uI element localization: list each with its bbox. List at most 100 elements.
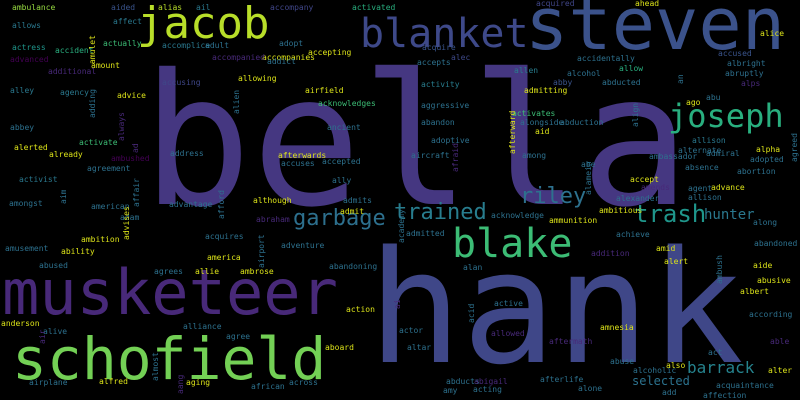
cloud-word: along — [753, 218, 778, 227]
cloud-word: amid — [656, 244, 676, 253]
cloud-word: already — [49, 150, 83, 159]
cloud-word: achieve — [616, 230, 650, 239]
cloud-word: abducts — [446, 377, 480, 386]
cloud-word: aboard — [325, 343, 354, 352]
cloud-word: ambition — [81, 235, 120, 244]
cloud-word: amusement — [5, 244, 49, 253]
cloud-word: afterlife — [540, 375, 584, 384]
cloud-word: acquired — [536, 0, 575, 8]
cloud-word: musketeer — [2, 256, 338, 329]
cloud-word: adopt — [279, 39, 304, 48]
cloud-word: according — [749, 310, 793, 319]
cloud-word: actor — [399, 326, 424, 335]
cloud-word: agreement — [87, 164, 131, 173]
cloud-word: allowing — [238, 74, 277, 83]
cloud-word: academy — [397, 209, 406, 243]
cloud-word: ail — [196, 3, 211, 12]
cloud-word: adventure — [281, 241, 325, 250]
cloud-word: adult — [205, 41, 230, 50]
cloud-word: alongside — [520, 118, 564, 127]
cloud-word: alpha — [756, 145, 781, 154]
cloud-word: able — [770, 337, 790, 346]
cloud-word: ambitious — [599, 206, 643, 215]
cloud-word: aggressive — [421, 101, 470, 110]
cloud-word: alcohol — [567, 69, 601, 78]
cloud-word: airplane — [29, 378, 68, 387]
cloud-word: agent — [688, 184, 713, 193]
cloud-word: abuse — [610, 357, 635, 366]
cloud-word: trash — [634, 200, 707, 228]
cloud-word: aided — [111, 3, 136, 12]
cloud-word: activist — [19, 175, 58, 184]
cloud-word: accepting — [308, 48, 352, 57]
cloud-word: airport — [257, 234, 266, 268]
cloud-word: admitted — [406, 229, 445, 238]
cloud-word: accompany — [270, 3, 314, 12]
cloud-word: schofield — [12, 325, 327, 393]
cloud-word: albright — [727, 59, 766, 68]
cloud-word: accompanies — [262, 53, 315, 62]
cloud-word: abraham — [256, 215, 290, 224]
cloud-word: abortion — [737, 167, 776, 176]
cloud-word: actually — [103, 39, 142, 48]
cloud-word: alcoholic — [633, 366, 677, 375]
cloud-word: aircraft — [411, 151, 450, 160]
cloud-word: also — [666, 361, 686, 370]
cloud-word: accepted — [322, 157, 361, 166]
cloud-word: abusive — [757, 276, 791, 285]
cloud-word: garbage — [293, 206, 386, 231]
cloud-word: jacob — [137, 0, 270, 49]
cloud-word: america — [207, 253, 241, 262]
cloud-word: abused — [39, 261, 68, 270]
cloud-word: blanket — [360, 11, 529, 57]
cloud-word: admiral — [706, 149, 740, 158]
cloud-word: accidentally — [577, 54, 635, 63]
cloud-word: albert — [740, 287, 769, 296]
cloud-word: admits — [343, 196, 372, 205]
cloud-word: agrees — [154, 267, 183, 276]
cloud-word: accident — [55, 46, 94, 55]
cloud-word: adam — [120, 213, 140, 222]
cloud-word: ambassador — [649, 152, 698, 161]
cloud-word: active — [494, 299, 523, 308]
cloud-word: trained — [394, 200, 487, 225]
cloud-word: aging — [186, 378, 211, 387]
cloud-word: allows — [12, 21, 41, 30]
cloud-word: amends — [641, 183, 670, 192]
cloud-word: alice — [760, 29, 785, 38]
cloud-word: alone — [578, 384, 603, 393]
cloud-word: blake — [452, 221, 573, 267]
cloud-word: air — [38, 329, 47, 344]
cloud-word: actress — [12, 43, 46, 52]
cloud-word: allen — [514, 66, 539, 75]
cloud-word: aftermath — [549, 337, 593, 346]
cloud-word: amnesia — [600, 323, 634, 332]
cloud-word: adding — [88, 89, 97, 118]
cloud-word: admitting — [524, 86, 568, 95]
cloud-word: absence — [685, 163, 719, 172]
cloud-word: afraid — [451, 143, 460, 172]
cloud-word: airfield — [305, 86, 344, 95]
cloud-word: an — [676, 74, 685, 84]
cloud-word: acknowledge — [491, 211, 544, 220]
cloud-word: hunter — [704, 207, 755, 223]
cloud-word: abducted — [602, 78, 641, 87]
cloud-word: ancient — [327, 123, 361, 132]
cloud-word: ambush — [715, 255, 724, 284]
cloud-word: afterward — [508, 110, 517, 154]
cloud-word: allowed — [491, 329, 525, 338]
cloud-word: altar — [407, 343, 432, 352]
cloud-word: african — [251, 382, 285, 391]
cloud-word: alter — [768, 366, 793, 375]
cloud-word: alps — [741, 79, 761, 88]
cloud-word: allow — [619, 64, 644, 73]
cloud-word: abruptly — [725, 69, 764, 78]
cloud-word: abduction — [560, 118, 604, 127]
cloud-word: almost — [151, 352, 160, 381]
cloud-word: selected — [632, 374, 690, 388]
cloud-word: affair — [132, 178, 141, 207]
cloud-word: advanced — [10, 55, 49, 64]
cloud-word: acquire — [422, 43, 456, 52]
cloud-word: accomplice — [162, 41, 211, 50]
cloud-word: amulet — [88, 35, 97, 64]
